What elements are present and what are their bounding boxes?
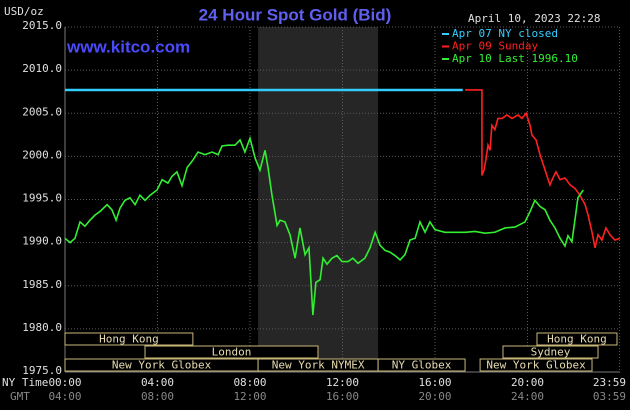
legend-label: Apr 09 Sunday (452, 40, 538, 53)
y-axis-label: USD/oz (4, 5, 44, 18)
y-tick-label: 2005.0 (22, 105, 62, 118)
session-label: New York Globex (486, 359, 586, 372)
session-label: London (212, 346, 252, 359)
x-row-label: NY Time (2, 376, 48, 389)
gmt-tick-label: 03:59 (593, 390, 626, 403)
session-label: New York NYMEX (272, 359, 365, 372)
session-box (64, 332, 194, 346)
y-tick-label: 1990.0 (22, 235, 62, 248)
x-row-label: GMT (10, 390, 30, 403)
session-box (144, 345, 319, 359)
y-tick-label: 2010.0 (22, 62, 62, 75)
legend-label: Apr 07 NY closed (452, 27, 558, 40)
legend-label: Apr 10 Last 1996.10 (452, 52, 578, 65)
x-tick-label: 00:00 (48, 376, 81, 389)
session-label: Sydney (531, 346, 571, 359)
x-tick-label: 16:00 (418, 376, 451, 389)
session-box (536, 332, 618, 346)
series-line (465, 89, 621, 248)
y-tick-label: 2015.0 (22, 19, 62, 32)
session-label: Hong Kong (99, 333, 159, 346)
y-tick-label: 1975.0 (22, 364, 62, 377)
x-tick-label: 04:00 (141, 376, 174, 389)
session-label: NY Globex (392, 359, 452, 372)
x-tick-label: 12:00 (326, 376, 359, 389)
gmt-tick-label: 24:00 (511, 390, 544, 403)
session-box (479, 358, 593, 372)
shaded-range (258, 27, 379, 372)
timestamp: April 10, 2023 22:28 (468, 12, 600, 25)
x-tick-label: 20:00 (511, 376, 544, 389)
y-tick-label: 1995.0 (22, 192, 62, 205)
site-name: www.kitco.com (66, 37, 190, 56)
y-tick-label: 1980.0 (22, 321, 62, 334)
chart-title: 24 Hour Spot Gold (Bid) (199, 5, 392, 24)
y-tick-label: 1985.0 (22, 278, 62, 291)
gmt-tick-label: 04:00 (48, 390, 81, 403)
session-box (502, 345, 599, 359)
session-box (377, 358, 466, 372)
session-label: Hong Kong (547, 333, 607, 346)
gmt-tick-label: 08:00 (141, 390, 174, 403)
x-tick-label: 23:59 (593, 376, 626, 389)
y-tick-label: 2000.0 (22, 148, 62, 161)
session-label: New York Globex (112, 359, 212, 372)
gmt-tick-label: 16:00 (326, 390, 359, 403)
series-line (64, 135, 584, 316)
gmt-tick-label: 20:00 (418, 390, 451, 403)
x-tick-label: 08:00 (233, 376, 266, 389)
gmt-tick-label: 12:00 (233, 390, 266, 403)
